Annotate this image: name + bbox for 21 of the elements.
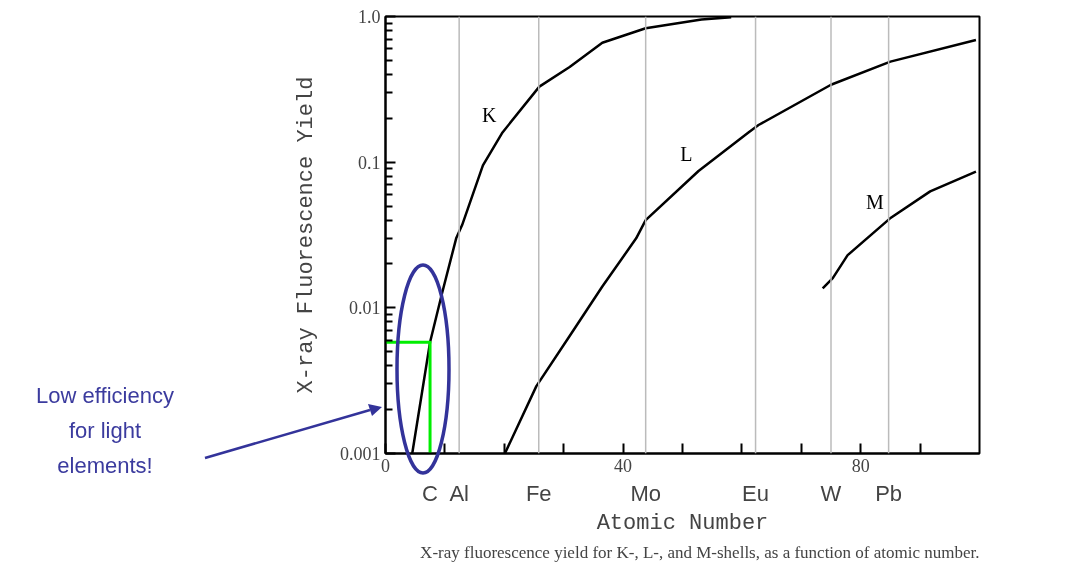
- y-axis-title: X-ray Fluorescence Yield: [294, 76, 319, 394]
- y-tick-label: 0.1: [358, 152, 381, 173]
- y-tick-label: 0.001: [340, 444, 381, 464]
- ref-line-label: Pb: [875, 480, 903, 506]
- ref-line-label: W: [820, 480, 842, 506]
- x-tick-label: 80: [851, 455, 870, 476]
- series-label: K: [482, 104, 498, 127]
- ref-line-label: Eu: [742, 480, 770, 506]
- series-label: L: [680, 142, 693, 165]
- x-tick-label: 0: [381, 455, 390, 476]
- ref-line-label: Fe: [525, 480, 552, 506]
- x-tick-label: 40: [614, 455, 633, 476]
- text: X-ray fluorescence yield for K-, L-, and M-shells, as a function of atomic number.: [420, 542, 980, 562]
- series-label: M: [866, 190, 885, 213]
- y-tick-label: 0.01: [349, 298, 381, 319]
- ref-line-label: Mo: [630, 480, 661, 506]
- annotation: C: [422, 480, 439, 506]
- text: Low efficiency for light elements!: [35, 382, 175, 481]
- ref-line-label: Al: [449, 480, 469, 506]
- x-axis-title: Atomic Number: [596, 510, 769, 536]
- y-tick-label: 1.0: [358, 7, 381, 27]
